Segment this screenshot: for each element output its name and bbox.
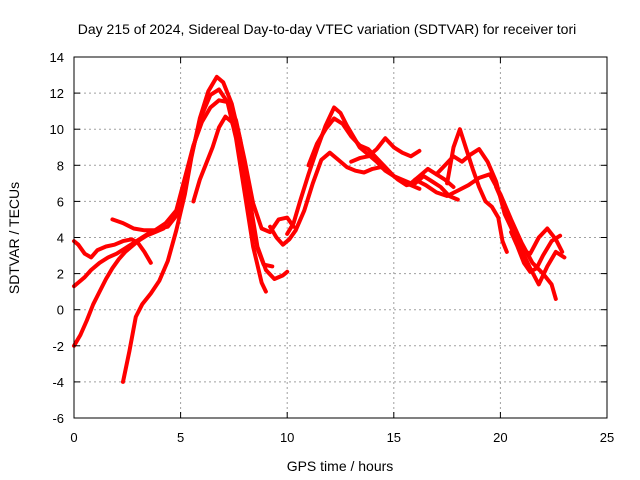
x-tick-label: 25 — [600, 430, 614, 445]
series-line-sat-h — [285, 105, 456, 236]
series-line-sat-n — [494, 185, 567, 287]
x-tick-label: 20 — [493, 430, 507, 445]
series-line-sat-c — [72, 226, 166, 348]
series-line-sat-f — [191, 114, 275, 269]
y-tick-label: 10 — [50, 122, 64, 137]
series-group — [72, 74, 567, 384]
series-line-sat-l — [445, 127, 509, 254]
y-tick-label: 8 — [57, 158, 64, 173]
axis-ticks: 0 5 10 15 20 25 -6 -4 -2 0 2 4 6 8 10 12 14 — [50, 50, 615, 445]
y-tick-label: -2 — [52, 339, 64, 354]
series-line-sat-i — [306, 116, 422, 191]
x-tick-label: 5 — [177, 430, 184, 445]
y-tick-label: 2 — [57, 267, 64, 282]
series-line-sat-j — [349, 136, 422, 164]
y-tick-label: 6 — [57, 194, 64, 209]
series-line-sat-b — [72, 237, 153, 265]
series-line-sat-g — [268, 150, 460, 247]
x-axis-label: GPS time / hours — [287, 458, 394, 474]
y-tick-label: 0 — [57, 303, 64, 318]
series-line-sat-a — [72, 87, 268, 294]
y-tick-label: -6 — [52, 411, 64, 426]
series-line-sat-o — [509, 230, 563, 274]
x-tick-label: 0 — [70, 430, 77, 445]
y-tick-label: 12 — [50, 86, 64, 101]
y-axis-label: SDTVAR / TECUs — [6, 182, 22, 294]
y-tick-label: -4 — [52, 375, 64, 390]
x-tick-label: 15 — [387, 430, 401, 445]
grid — [74, 57, 607, 418]
series-line-sat-e — [110, 98, 296, 235]
series-line-sat-m — [413, 172, 558, 301]
x-tick-label: 10 — [280, 430, 294, 445]
chart-title: Day 215 of 2024, Sidereal Day-to-day VTE… — [78, 21, 577, 37]
y-tick-label: 14 — [50, 50, 64, 65]
y-tick-label: 4 — [57, 231, 64, 246]
